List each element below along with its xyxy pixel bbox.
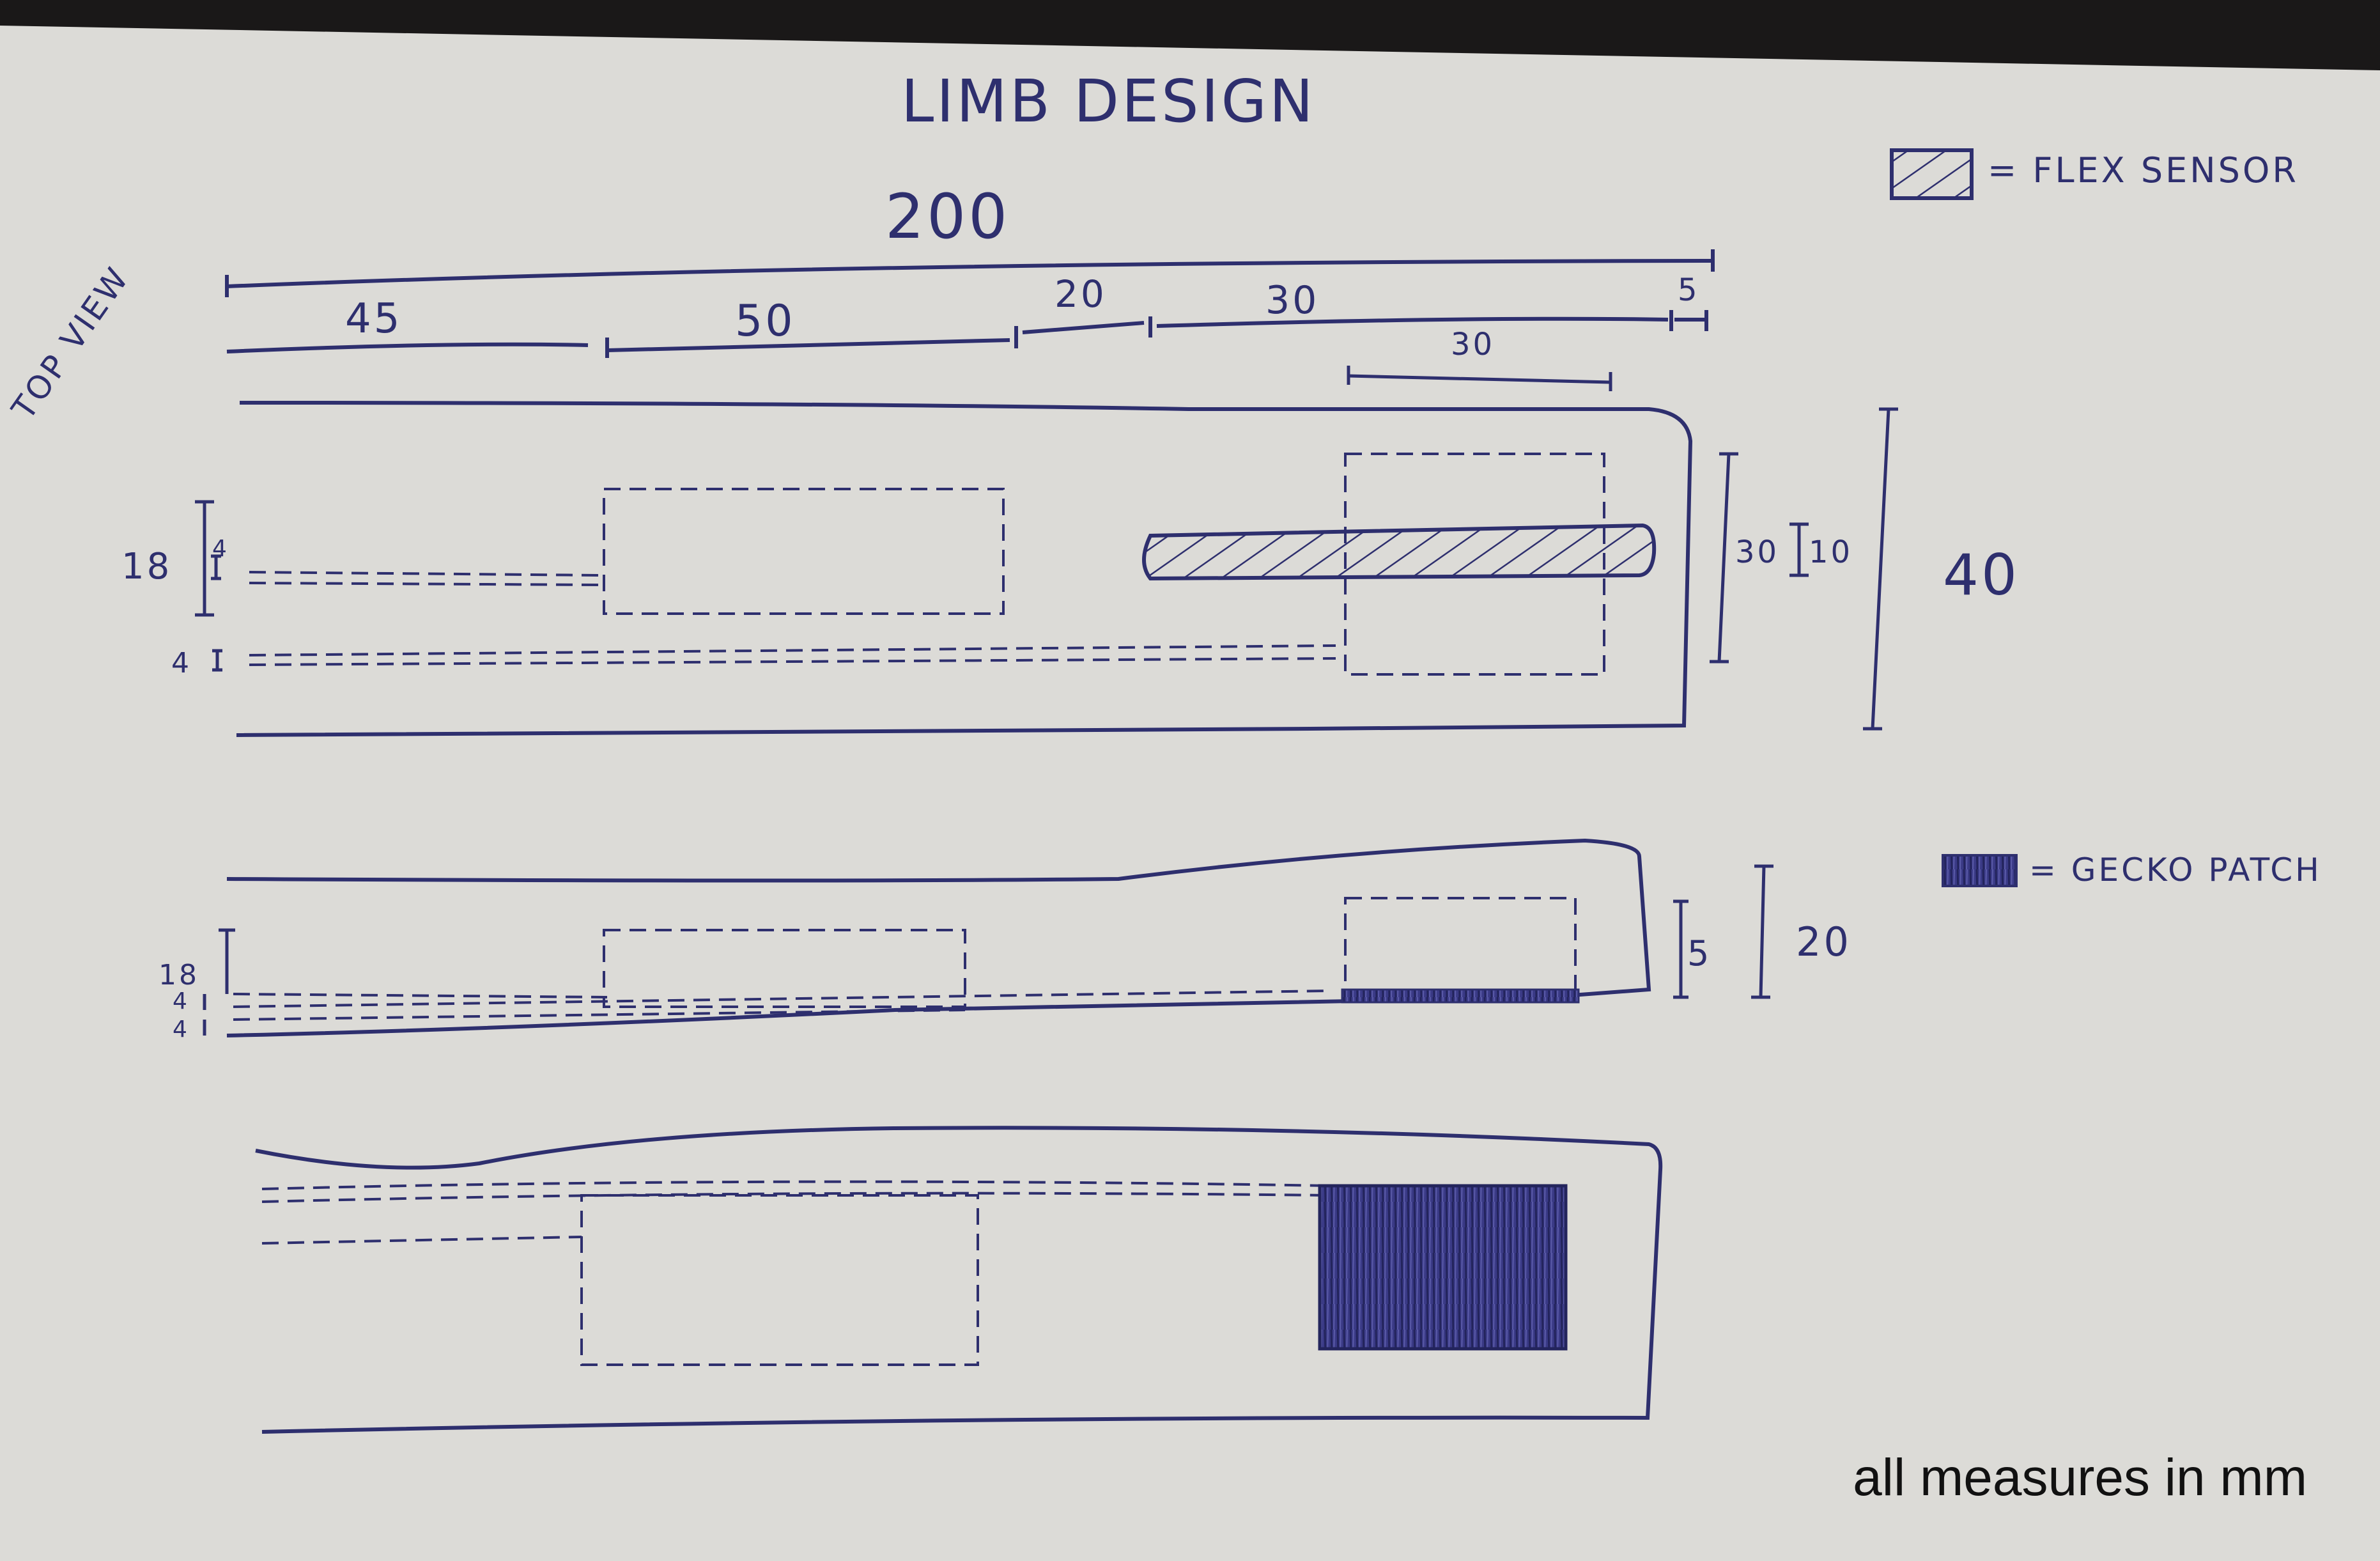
overall-length-label: 200: [885, 181, 1010, 252]
side-view: 18 4 4 5 20: [158, 838, 1851, 1043]
side-patch-height-dim: [1673, 899, 1688, 999]
side-patch-height-label: 5: [1687, 933, 1712, 974]
side-channel-upper: [233, 993, 608, 998]
paper-sheet: [0, 26, 2380, 1561]
side-view-outline: [226, 838, 1651, 1037]
legend-gecko-patch: = GECKO PATCH: [1942, 851, 2322, 889]
gecko-patch-swatch: [1942, 854, 2018, 887]
top-wire-upper: [249, 644, 1336, 656]
side-gecko-patch: [1341, 988, 1580, 1004]
total-width-label: 40: [1943, 542, 2020, 608]
bottom-view-outline: [255, 1126, 1663, 1434]
flex-sensor-swatch: [1890, 148, 1974, 200]
side-total-height-label: 20: [1796, 919, 1851, 965]
legend-flex-sensor: = FLEX SENSOR: [1890, 148, 2299, 200]
side-electronics-bay: [603, 929, 966, 1008]
side-channel-height-dim: [219, 928, 235, 994]
wire-gap-dim: [212, 649, 222, 672]
pad-width-label: 30: [1451, 327, 1495, 362]
top-channel-lower: [249, 582, 601, 586]
segment-label-2: 50: [735, 296, 796, 346]
top-electronics-bay: [603, 488, 1005, 615]
sensor-offset-label: 30: [1735, 534, 1779, 570]
legend-gecko-patch-label: = GECKO PATCH: [2029, 851, 2322, 889]
bottom-channel-lower: [261, 1236, 582, 1245]
top-view: 18 4 4 30 10 40: [121, 401, 2020, 737]
bottom-channel-upper: [261, 1180, 1330, 1190]
wire-gap-label: 4: [171, 647, 192, 680]
segment-label-3: 20: [1055, 272, 1107, 316]
top-wire-lower: [249, 657, 1336, 666]
total-width-dim: [1863, 407, 1898, 731]
sensor-width-dim: [1789, 522, 1809, 577]
channel-height-label: 18: [121, 546, 172, 587]
channel-height-dim: [195, 500, 214, 617]
sensor-width-label: 10: [1809, 534, 1853, 570]
segment-label-4: 30: [1265, 278, 1319, 323]
sensor-offset-dim: [1710, 452, 1738, 664]
channel-gap-label: 4: [212, 536, 229, 562]
segment-dimensions: [226, 310, 1708, 358]
bottom-channel-mid: [261, 1192, 1330, 1203]
side-channel-mid: [233, 990, 1330, 1008]
top-channel-upper: [249, 571, 601, 577]
segment-label-5: 5: [1678, 272, 1700, 308]
units-caption: all measures in mm: [1853, 1448, 2307, 1507]
side-gap-label-2: 4: [173, 1016, 190, 1043]
side-gap-label-1: 4: [173, 988, 190, 1014]
legend-flex-sensor-label: = FLEX SENSOR: [1988, 150, 2299, 190]
side-total-height-dim: [1751, 864, 1773, 999]
side-channel-lower: [233, 1009, 966, 1021]
bottom-view: [255, 1126, 1663, 1434]
top-flex-sensor: [1142, 523, 1657, 581]
pad-width-dimension: [1347, 366, 1612, 391]
drawing-title: LIMB DESIGN: [901, 67, 1316, 136]
overall-dimension: [225, 249, 1715, 297]
side-channel-height-label: 18: [158, 959, 199, 991]
bottom-gecko-patch: [1318, 1184, 1568, 1351]
top-view-outline: [236, 401, 1693, 737]
segment-label-1: 45: [345, 295, 402, 343]
channel-gap-dim: [211, 554, 221, 580]
